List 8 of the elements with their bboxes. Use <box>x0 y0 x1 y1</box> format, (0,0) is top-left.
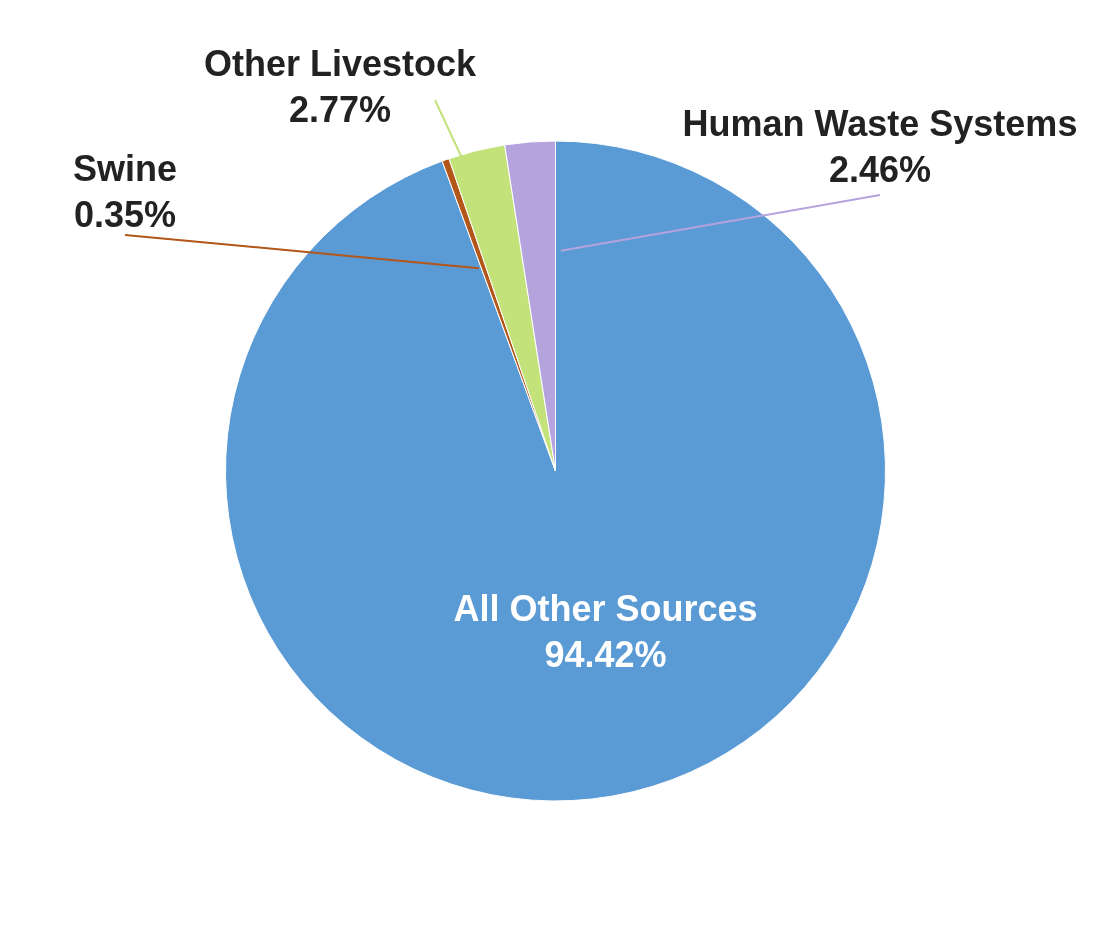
data-label: 94.42% <box>544 634 667 675</box>
data-label: 0.35% <box>73 194 177 235</box>
data-label: 2.46% <box>828 149 932 190</box>
slice-label: Other Livestock <box>203 43 478 84</box>
data-label: 2.77% <box>288 89 392 130</box>
slice-label: Human Waste Systems <box>682 103 1078 144</box>
slice-label: Swine <box>72 148 178 189</box>
slice-label: All Other Sources <box>453 588 758 629</box>
